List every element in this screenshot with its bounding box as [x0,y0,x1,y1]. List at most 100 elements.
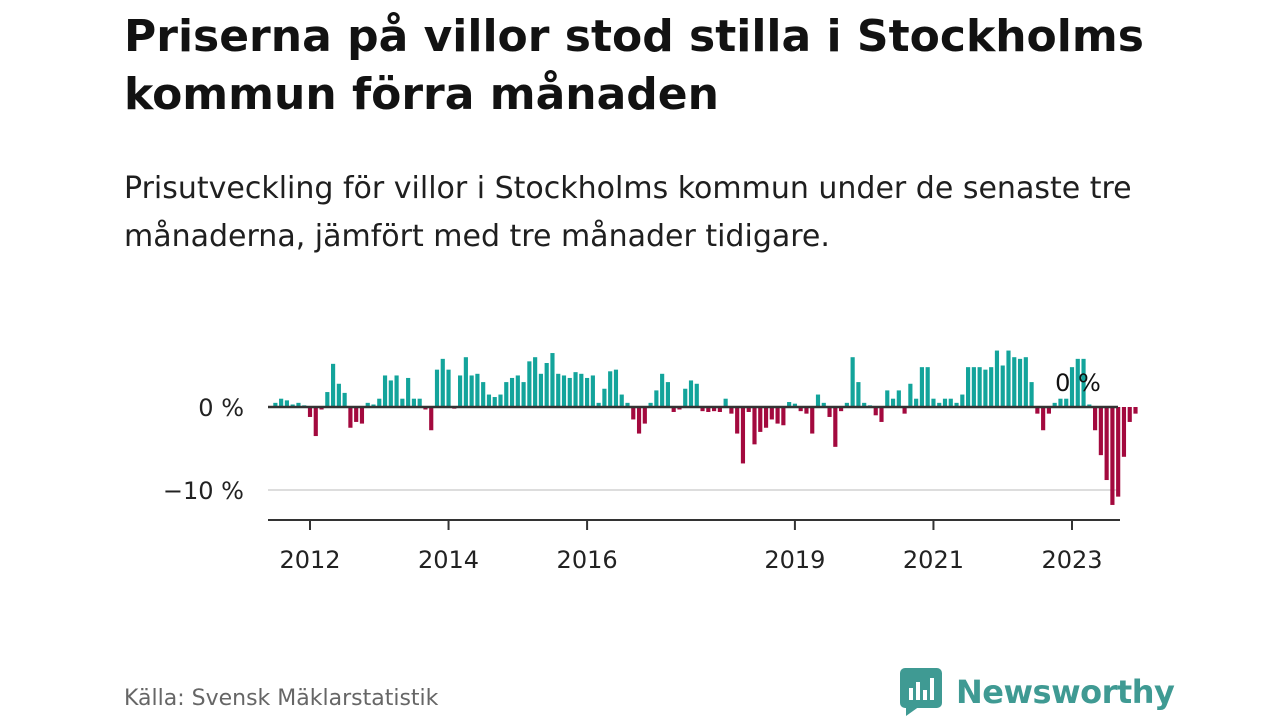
brand-name: Newsworthy [956,673,1175,711]
bar [960,394,965,407]
bar [856,382,861,407]
x-tick-label: 2021 [903,546,964,574]
bar [296,402,301,407]
bar [688,380,694,407]
bar [723,398,728,407]
bar [273,402,278,407]
bar [394,375,399,407]
x-tick-label: 2016 [557,546,618,574]
bar [740,407,746,464]
y-tick-label: −10 % [163,477,244,505]
bar [434,369,440,407]
bar [596,402,601,407]
bar [1012,357,1017,407]
bar [937,402,942,407]
bar [781,407,786,426]
bar [325,392,330,407]
bar [942,398,948,407]
bar [925,367,930,407]
bar [1029,382,1034,407]
y-tick-label: 0 % [198,394,244,422]
bar [359,407,365,424]
bar [602,388,607,407]
bar [648,402,653,407]
bar [550,353,555,407]
bar [486,394,492,407]
bar [1133,407,1138,414]
bar [1104,407,1109,481]
chart-subtitle: Prisutveckling för villor i Stockholms k… [124,171,1132,254]
bar [862,402,867,407]
bar [619,394,624,407]
bar [377,398,382,407]
bar [850,357,855,407]
bar [827,407,832,417]
bar [354,407,359,422]
bar [504,382,509,407]
bar [1081,358,1086,407]
bar [388,380,393,407]
bar [307,407,313,417]
bar [556,373,561,407]
bar [1000,365,1005,407]
bar [712,407,717,412]
x-tick-label: 2012 [279,546,340,574]
bar [804,407,809,414]
bar [331,363,336,407]
bar [908,383,913,407]
x-tick-label: 2019 [764,546,825,574]
chart-title: Priserna på villor stod stilla i Stockho… [124,11,1144,120]
bar [954,402,959,407]
bar [844,402,849,407]
bar [1093,407,1098,431]
bar [839,407,844,412]
bar [446,369,451,407]
bar [1023,357,1028,407]
latest-value-label: 0 % [1055,369,1101,397]
bar [971,367,976,407]
bar [810,407,815,434]
bar [527,361,532,407]
brand-logo: Newsworthy [900,668,1175,716]
bar [763,407,769,428]
bar [700,407,705,412]
bar [694,383,699,407]
bar [1064,398,1069,407]
bar [469,375,474,407]
bar [735,407,740,434]
bar [365,402,370,407]
bar [573,372,578,407]
bar [642,407,647,424]
x-tick-label: 2023 [1041,546,1102,574]
bar [631,407,636,420]
bar [590,375,595,407]
bar [752,407,757,445]
bar [440,358,445,407]
bar [279,398,284,407]
bar [1121,407,1127,457]
bar [890,398,896,407]
bar [787,402,792,407]
bar [1127,407,1132,422]
bar [671,407,676,412]
x-tick-label: 2014 [418,546,479,574]
bar [758,407,763,432]
bar [769,407,774,420]
bar [948,398,953,407]
bar [585,377,590,407]
bar [1110,407,1115,505]
bar [429,407,434,431]
bar [919,367,924,407]
bar-chart: 0 % −10 % 2012 2014 2016 2019 2021 2023 0 % [163,350,1138,574]
bar [821,402,826,407]
bar [567,377,572,407]
bar [798,407,803,412]
bar [977,367,982,407]
bar [1052,402,1057,407]
bar [1017,358,1023,407]
bar [873,407,878,416]
bar [931,398,936,407]
bar [458,375,463,407]
bar [475,373,480,407]
source-note: Källa: Svensk Mäklarstatistik [124,686,439,711]
